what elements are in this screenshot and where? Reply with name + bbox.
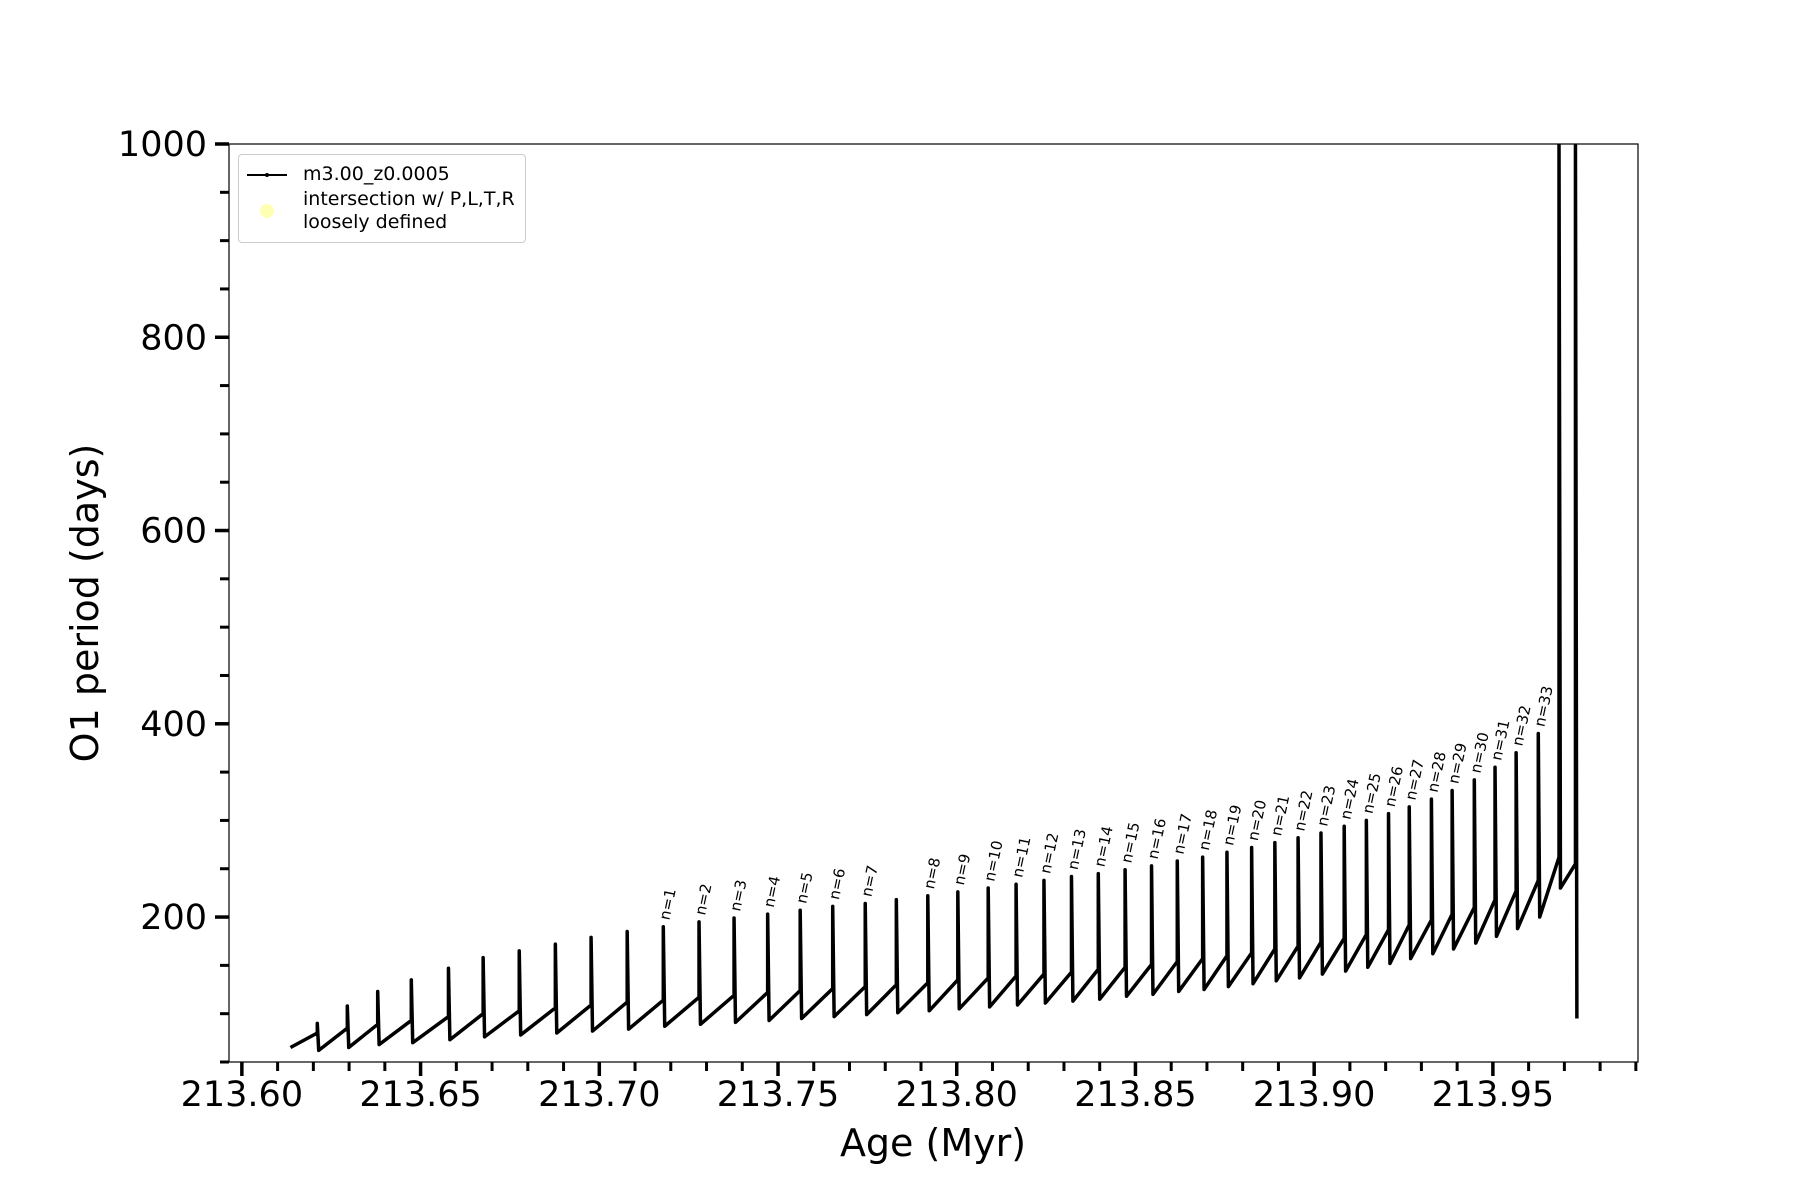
x-axis-label: Age (Myr) — [840, 1121, 1026, 1165]
annotation: n=7 — [858, 864, 882, 899]
annotation: n=4 — [760, 874, 784, 909]
legend-icon — [260, 204, 274, 218]
annotation: n=22 — [1290, 789, 1316, 833]
annotation: n=29 — [1444, 741, 1470, 785]
annotation: n=2 — [691, 882, 715, 917]
y-tick-label: 200 — [140, 898, 207, 938]
annotation: n=6 — [825, 867, 849, 902]
plot-frame — [228, 143, 1639, 1063]
annotation: n=21 — [1267, 793, 1293, 837]
y-tick-label: 800 — [140, 318, 207, 358]
y-tick-label: 400 — [140, 705, 207, 745]
annotation: n=25 — [1359, 771, 1385, 815]
y-tick-label: 600 — [140, 512, 207, 552]
legend: m3.00_z0.0005 intersection w/ P,L,T,R loo… — [238, 154, 526, 243]
x-tick-label: 213.60 — [181, 1075, 303, 1115]
annotation: n=9 — [950, 852, 974, 887]
legend-label: m3.00_z0.0005 — [303, 163, 450, 185]
annotation: n=5 — [792, 870, 816, 905]
annotation: n=18 — [1195, 808, 1221, 852]
legend-icon — [247, 172, 287, 177]
x-tick-label: 213.85 — [1074, 1075, 1196, 1115]
annotation: n=3 — [726, 878, 750, 913]
annotation: n=1 — [656, 887, 680, 922]
legend-marker — [260, 204, 274, 218]
annotation: n=27 — [1402, 758, 1428, 802]
legend-item: m3.00_z0.0005 — [245, 163, 515, 186]
legend-marker — [265, 172, 269, 177]
y-axis-label: O1 period (days) — [63, 444, 107, 763]
annotation: n=15 — [1117, 821, 1143, 865]
y-tick-label: 1000 — [118, 125, 207, 165]
annotation: n=11 — [1008, 835, 1034, 879]
annotation: n=13 — [1064, 827, 1090, 871]
annotation: n=19 — [1219, 803, 1245, 847]
annotation: n=32 — [1508, 704, 1534, 748]
annotation: n=20 — [1244, 798, 1270, 842]
x-tick-label: 213.80 — [895, 1075, 1017, 1115]
annotation: n=16 — [1144, 817, 1170, 861]
x-tick-label: 213.65 — [359, 1075, 481, 1115]
x-tick-label: 213.90 — [1253, 1075, 1375, 1115]
annotation: n=17 — [1170, 812, 1196, 856]
x-tick-label: 213.70 — [538, 1075, 660, 1115]
data-line — [289, 144, 1579, 1053]
x-tick-label: 213.75 — [717, 1075, 839, 1115]
plot-area — [289, 144, 1579, 1053]
annotation: n=23 — [1313, 784, 1339, 828]
annotation: n=12 — [1036, 831, 1062, 875]
legend-label: intersection w/ P,L,T,R loosely defined — [303, 188, 515, 233]
x-tick-label: 213.95 — [1432, 1075, 1554, 1115]
annotation: n=10 — [980, 839, 1006, 883]
annotation: n=14 — [1091, 824, 1117, 868]
annotation: n=24 — [1336, 777, 1362, 821]
legend-item: intersection w/ P,L,T,R loosely defined — [245, 188, 515, 234]
annotation: n=8 — [920, 856, 944, 891]
annotation: n=33 — [1531, 684, 1557, 728]
